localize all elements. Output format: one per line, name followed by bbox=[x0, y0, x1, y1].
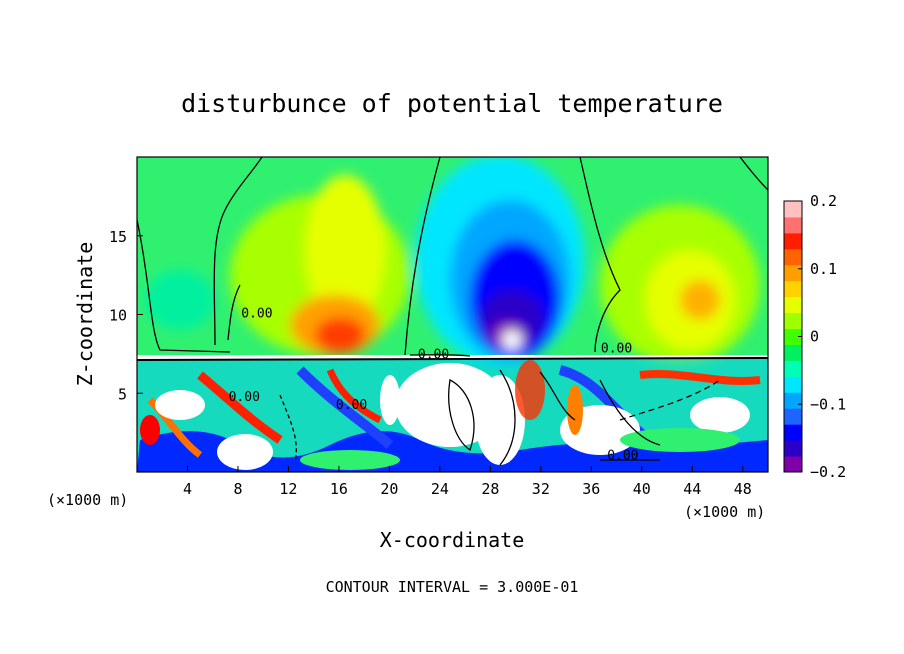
contour-label: 0.00 bbox=[418, 348, 449, 363]
x-tick-label: 44 bbox=[683, 480, 701, 498]
contour-label: 0.00 bbox=[229, 390, 260, 405]
colorbar-segment bbox=[784, 232, 802, 250]
x-tick-label: 20 bbox=[380, 480, 398, 498]
y-tick-label: 10 bbox=[109, 307, 127, 325]
contour-label: 0.00 bbox=[601, 341, 632, 356]
colorbar-segment bbox=[784, 392, 802, 409]
x-tick-label: 24 bbox=[431, 480, 449, 498]
x-unit-left: (×1000 m) bbox=[47, 491, 128, 509]
x-tick-label: 40 bbox=[633, 480, 651, 498]
x-axis-label: X-coordinate bbox=[380, 528, 525, 552]
contour-labels: 0.00 0.00 0.00 0.00 0.00 0.00 bbox=[229, 307, 639, 464]
contour-interval-note: CONTOUR INTERVAL = 3.000E-01 bbox=[326, 578, 579, 596]
colorbar-tick-label: 0.1 bbox=[810, 260, 837, 278]
x-tick-label: 12 bbox=[279, 480, 297, 498]
y-tick-label: 5 bbox=[118, 385, 127, 403]
x-tick-label: 32 bbox=[532, 480, 550, 498]
colorbar-segment bbox=[784, 328, 802, 345]
upper-field bbox=[145, 157, 760, 365]
colorbar-tick-label: −0.2 bbox=[810, 463, 846, 481]
colorbar-segment bbox=[784, 264, 802, 282]
colorbar-segment bbox=[784, 312, 802, 330]
contour-label: 0.00 bbox=[336, 398, 367, 413]
lower-field bbox=[137, 355, 768, 472]
colorbar-segment bbox=[784, 216, 802, 234]
x-tick-label: 16 bbox=[330, 480, 348, 498]
contour-label: 0.00 bbox=[241, 307, 272, 322]
colorbar-segment bbox=[784, 424, 802, 441]
x-tick-label: 48 bbox=[734, 480, 752, 498]
colorbar-segment bbox=[784, 456, 802, 473]
colorbar: 0.2 0.1 0 −0.1 −0.2 bbox=[783, 192, 846, 481]
x-axis: 4 8 12 16 20 24 28 32 36 40 44 48 bbox=[183, 466, 752, 498]
y-axis-label: Z-coordinate bbox=[73, 242, 97, 387]
colorbar-tick-label: −0.1 bbox=[810, 395, 846, 413]
colorbar-segment bbox=[784, 344, 802, 361]
plot-area: 0.00 0.00 0.00 0.00 0.00 0.00 bbox=[136, 156, 769, 473]
colorbar-segment bbox=[784, 408, 802, 425]
colorbar-segment bbox=[784, 296, 802, 314]
y-axis: 5 10 15 bbox=[109, 228, 143, 403]
contour-lines bbox=[137, 157, 768, 466]
y-tick-label: 15 bbox=[109, 228, 127, 246]
colorbar-tick-label: 0.2 bbox=[810, 192, 837, 210]
chart-title: disturbunce of potential temperature bbox=[181, 89, 723, 118]
colorbar-tick-label: 0 bbox=[810, 328, 819, 346]
colorbar-segment bbox=[784, 280, 802, 298]
x-tick-label: 36 bbox=[582, 480, 600, 498]
colorbar-segment bbox=[784, 376, 802, 393]
colorbar-segment bbox=[784, 440, 802, 457]
x-tick-label: 28 bbox=[481, 480, 499, 498]
x-tick-label: 8 bbox=[233, 480, 242, 498]
colorbar-segment bbox=[784, 360, 802, 377]
x-unit-right: (×1000 m) bbox=[684, 503, 765, 521]
colorbar-segment bbox=[784, 201, 802, 218]
x-tick-label: 4 bbox=[183, 480, 192, 498]
contour-label: 0.00 bbox=[607, 448, 638, 463]
colorbar-segment bbox=[784, 248, 802, 266]
